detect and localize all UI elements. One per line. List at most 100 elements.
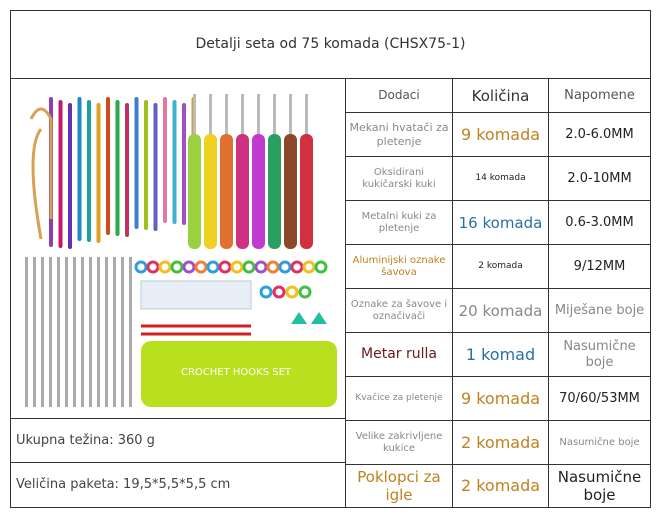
note: Nasumične boje — [548, 332, 651, 377]
decoration — [141, 324, 251, 336]
decoration — [68, 103, 72, 249]
decoration — [65, 257, 68, 407]
decoration — [257, 94, 260, 139]
quantity: 2 komada — [452, 244, 549, 289]
decoration — [144, 100, 148, 230]
note: 2.0-6.0MM — [548, 112, 651, 157]
decoration — [134, 260, 148, 274]
note: 9/12MM — [548, 244, 651, 289]
quantity: 16 komada — [452, 200, 549, 245]
decoration — [96, 103, 101, 243]
note: Nasumične boje — [548, 464, 651, 508]
decoration — [77, 97, 82, 241]
quantity: 20 komada — [452, 288, 549, 333]
decoration — [25, 257, 28, 407]
decoration — [182, 260, 196, 274]
decoration — [254, 260, 268, 274]
quantity: 14 komada — [452, 156, 549, 201]
item-name: Mekani hvatači za pletenje — [345, 112, 453, 157]
decoration — [241, 94, 244, 139]
decoration — [266, 260, 280, 274]
decoration — [314, 260, 328, 274]
decoration — [204, 134, 217, 249]
decoration — [41, 257, 44, 407]
item-name: Velike zakrivljene kukice — [345, 420, 453, 465]
decoration — [29, 107, 53, 240]
decoration — [89, 257, 92, 407]
decoration — [209, 94, 212, 139]
note: Miješane boje — [548, 288, 651, 333]
decoration — [206, 260, 220, 274]
package-size: Veličina paketa: 19,5*5,5*5,5 cm — [10, 462, 346, 508]
decoration — [285, 285, 299, 299]
decoration — [172, 100, 177, 224]
note: 2.0-10MM — [548, 156, 651, 201]
decoration — [302, 260, 316, 274]
quantity: 9 komada — [452, 376, 549, 421]
decoration — [115, 100, 120, 236]
decoration — [273, 94, 276, 139]
decoration — [305, 94, 308, 139]
header-cell: Dodaci — [345, 78, 453, 113]
decoration — [220, 134, 233, 249]
decoration — [289, 94, 292, 139]
decoration — [182, 103, 186, 225]
decoration — [252, 134, 265, 249]
item-name: Poklopci za igle — [345, 464, 453, 508]
title: Detalji seta od 75 komada (CHSX75-1) — [10, 10, 651, 79]
decoration — [105, 257, 108, 407]
decoration — [272, 285, 286, 299]
decoration — [300, 134, 313, 249]
item-name: Oznake za šavove i označivači — [345, 288, 453, 333]
decoration — [298, 285, 312, 299]
quantity: 9 komada — [452, 112, 549, 157]
quantity: 2 komada — [452, 420, 549, 465]
decoration — [188, 134, 201, 249]
quantity: 1 komad — [452, 332, 549, 377]
header-cell: Količina — [452, 78, 549, 113]
bag-label: CROCHET HOOKS SET — [181, 367, 292, 378]
weight: Ukupna težina: 360 g — [10, 418, 346, 463]
decoration — [242, 260, 256, 274]
decoration — [259, 285, 273, 299]
decoration — [57, 257, 60, 407]
decoration — [146, 260, 160, 274]
decoration — [290, 260, 304, 274]
decoration — [278, 260, 292, 274]
quantity: 2 komada — [452, 464, 549, 508]
decoration — [225, 94, 228, 139]
item-name: Oksidirani kukičarski kuki — [345, 156, 453, 201]
decoration — [113, 257, 116, 407]
decoration — [193, 94, 196, 139]
note: Nasumične boje — [548, 420, 651, 465]
item-name: Metalni kuki za pletenje — [345, 200, 453, 245]
decoration — [87, 100, 91, 242]
decoration — [230, 260, 244, 274]
decoration — [106, 97, 110, 235]
decoration — [73, 257, 76, 407]
decoration — [218, 260, 232, 274]
decoration — [33, 257, 36, 407]
decoration — [153, 103, 158, 231]
decoration — [134, 97, 139, 229]
decoration — [58, 100, 63, 248]
bag — [141, 341, 337, 407]
decoration — [125, 103, 129, 237]
decoration — [284, 134, 297, 249]
decoration — [163, 97, 167, 223]
decoration — [170, 260, 184, 274]
decoration — [81, 257, 84, 407]
decoration — [236, 134, 249, 249]
item-name: Kvačice za pletenje — [345, 376, 453, 421]
item-name: Aluminijski oznake šavova — [345, 244, 453, 289]
product-image: CROCHET HOOKS SET — [25, 94, 337, 407]
decoration — [49, 257, 52, 407]
header-cell: Napomene — [548, 78, 651, 113]
note: 70/60/53MM — [548, 376, 651, 421]
note: 0.6-3.0MM — [548, 200, 651, 245]
decoration — [158, 260, 172, 274]
decoration — [140, 280, 252, 310]
decoration — [129, 257, 132, 407]
decoration — [97, 257, 100, 407]
